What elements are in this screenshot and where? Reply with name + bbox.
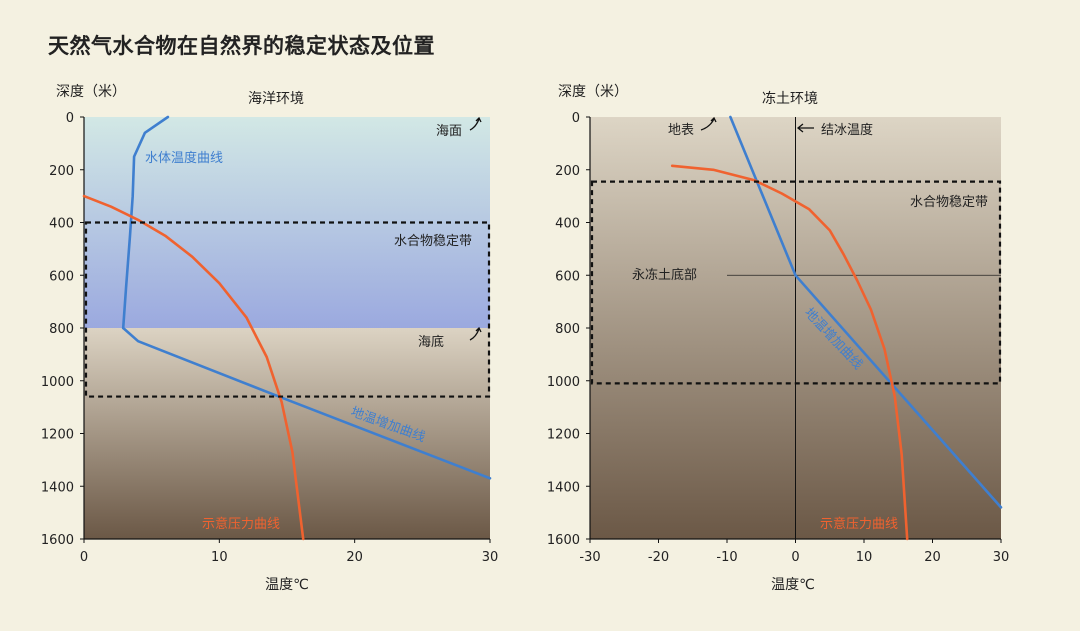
ocean-y-tick-label-1000: 1000 — [41, 375, 74, 390]
permafrost-x-tick-label-neg10: -10 — [716, 550, 737, 565]
permafrost-y-tick-label-1600: 1600 — [547, 533, 580, 548]
permafrost-x-tick-label-20: 20 — [924, 550, 941, 565]
permafrost-panel-title: 冻土环境 — [762, 90, 818, 107]
ocean-series — [82, 115, 492, 541]
ground-surface-label: 地表 — [668, 123, 694, 138]
ocean-x-tick-label-10: 10 — [211, 550, 228, 565]
permafrost-pressure-curve-label: 示意压力曲线 — [820, 516, 898, 532]
permafrost-y-axis-label: 深度（米） — [558, 84, 628, 100]
ocean-x-tick-label-20: 20 — [346, 550, 363, 565]
permafrost-hydrate-stability-zone — [590, 180, 1002, 385]
ocean-x-axis-label: 温度℃ — [265, 577, 309, 593]
permafrost-zone-label: 水合物稳定带 — [910, 194, 988, 210]
ocean-y-tick-label-200: 200 — [49, 164, 74, 179]
permafrost-x-tick-label-10: 10 — [856, 550, 873, 565]
ocean-y-tick-label-0: 0 — [66, 111, 74, 126]
ocean-x-tick-label-30: 30 — [482, 550, 499, 565]
permafrost-series — [590, 115, 1003, 541]
ocean-hydrate-stability-zone — [84, 221, 491, 398]
permafrost-x-tick-label-0: 0 — [791, 550, 799, 565]
permafrost-series-line-1 — [670, 164, 909, 541]
ocean-pressure-curve-label: 示意压力曲线 — [202, 516, 280, 532]
permafrost-x-tick-label-neg30: -30 — [579, 550, 600, 565]
permafrost-y-tick-label-800: 800 — [555, 322, 580, 337]
seafloor-arrow-icon — [469, 326, 482, 341]
sea-surface-arrow-icon — [469, 116, 482, 131]
freezing-temperature-label: 结冰温度 — [821, 122, 873, 138]
ocean-panel-title: 海洋环境 — [248, 91, 304, 107]
ocean-y-axis-label: 深度（米） — [56, 84, 126, 100]
sea-surface-label: 海面 — [436, 124, 462, 139]
water-temperature-curve-label: 水体温度曲线 — [145, 150, 223, 166]
ocean-series-line-1 — [121, 326, 492, 480]
ocean-series-line-2 — [82, 194, 305, 541]
permafrost-series-line-0 — [729, 115, 1003, 509]
ocean-y-tick-label-600: 600 — [49, 269, 74, 284]
permafrost-y-tick-label-200: 200 — [555, 164, 580, 179]
ocean-y-tick-label-800: 800 — [49, 322, 74, 337]
permafrost-y-tick-label-1200: 1200 — [547, 428, 580, 443]
ocean-x-tick-label-0: 0 — [80, 550, 88, 565]
ocean-y-tick-label-1200: 1200 — [41, 428, 74, 443]
ocean-y-tick-label-400: 400 — [49, 217, 74, 232]
ocean-sediment-band — [84, 328, 490, 539]
permafrost-x-tick-label-neg20: -20 — [648, 550, 669, 565]
permafrost-y-tick-label-400: 400 — [555, 217, 580, 232]
seafloor-label: 海底 — [418, 334, 444, 350]
permafrost-y-tick-label-0: 0 — [572, 111, 580, 126]
permafrost-y-tick-label-1400: 1400 — [547, 480, 580, 495]
freezing-line-arrow-icon — [796, 123, 814, 133]
permafrost-y-tick-label-600: 600 — [555, 269, 580, 284]
ocean-axes: 0 200 400 600 800 1000 1200 1400 1600 0 10 20 30 — [41, 111, 498, 565]
permafrost-panel: 0 200 400 600 800 1000 1200 1400 1600 -30 -20 -10 0 1… — [547, 84, 1009, 593]
permafrost-x-tick-label-30: 30 — [993, 550, 1010, 565]
ocean-y-tick-label-1600: 1600 — [41, 533, 74, 548]
permafrost-base-label: 永冻土底部 — [632, 267, 697, 283]
permafrost-y-tick-label-1000: 1000 — [547, 375, 580, 390]
ocean-y-tick-label-1400: 1400 — [41, 480, 74, 495]
ocean-series-line-0 — [121, 115, 170, 330]
ground-surface-arrow-icon — [700, 116, 717, 131]
ocean-panel: 0 200 400 600 800 1000 1200 1400 1600 0 10 20 30 海洋环… — [41, 84, 498, 593]
ocean-zone-label: 水合物稳定带 — [394, 233, 472, 249]
figure-title: 天然气水合物在自然界的稳定状态及位置 — [48, 34, 435, 58]
permafrost-x-axis-label: 温度℃ — [771, 577, 815, 593]
